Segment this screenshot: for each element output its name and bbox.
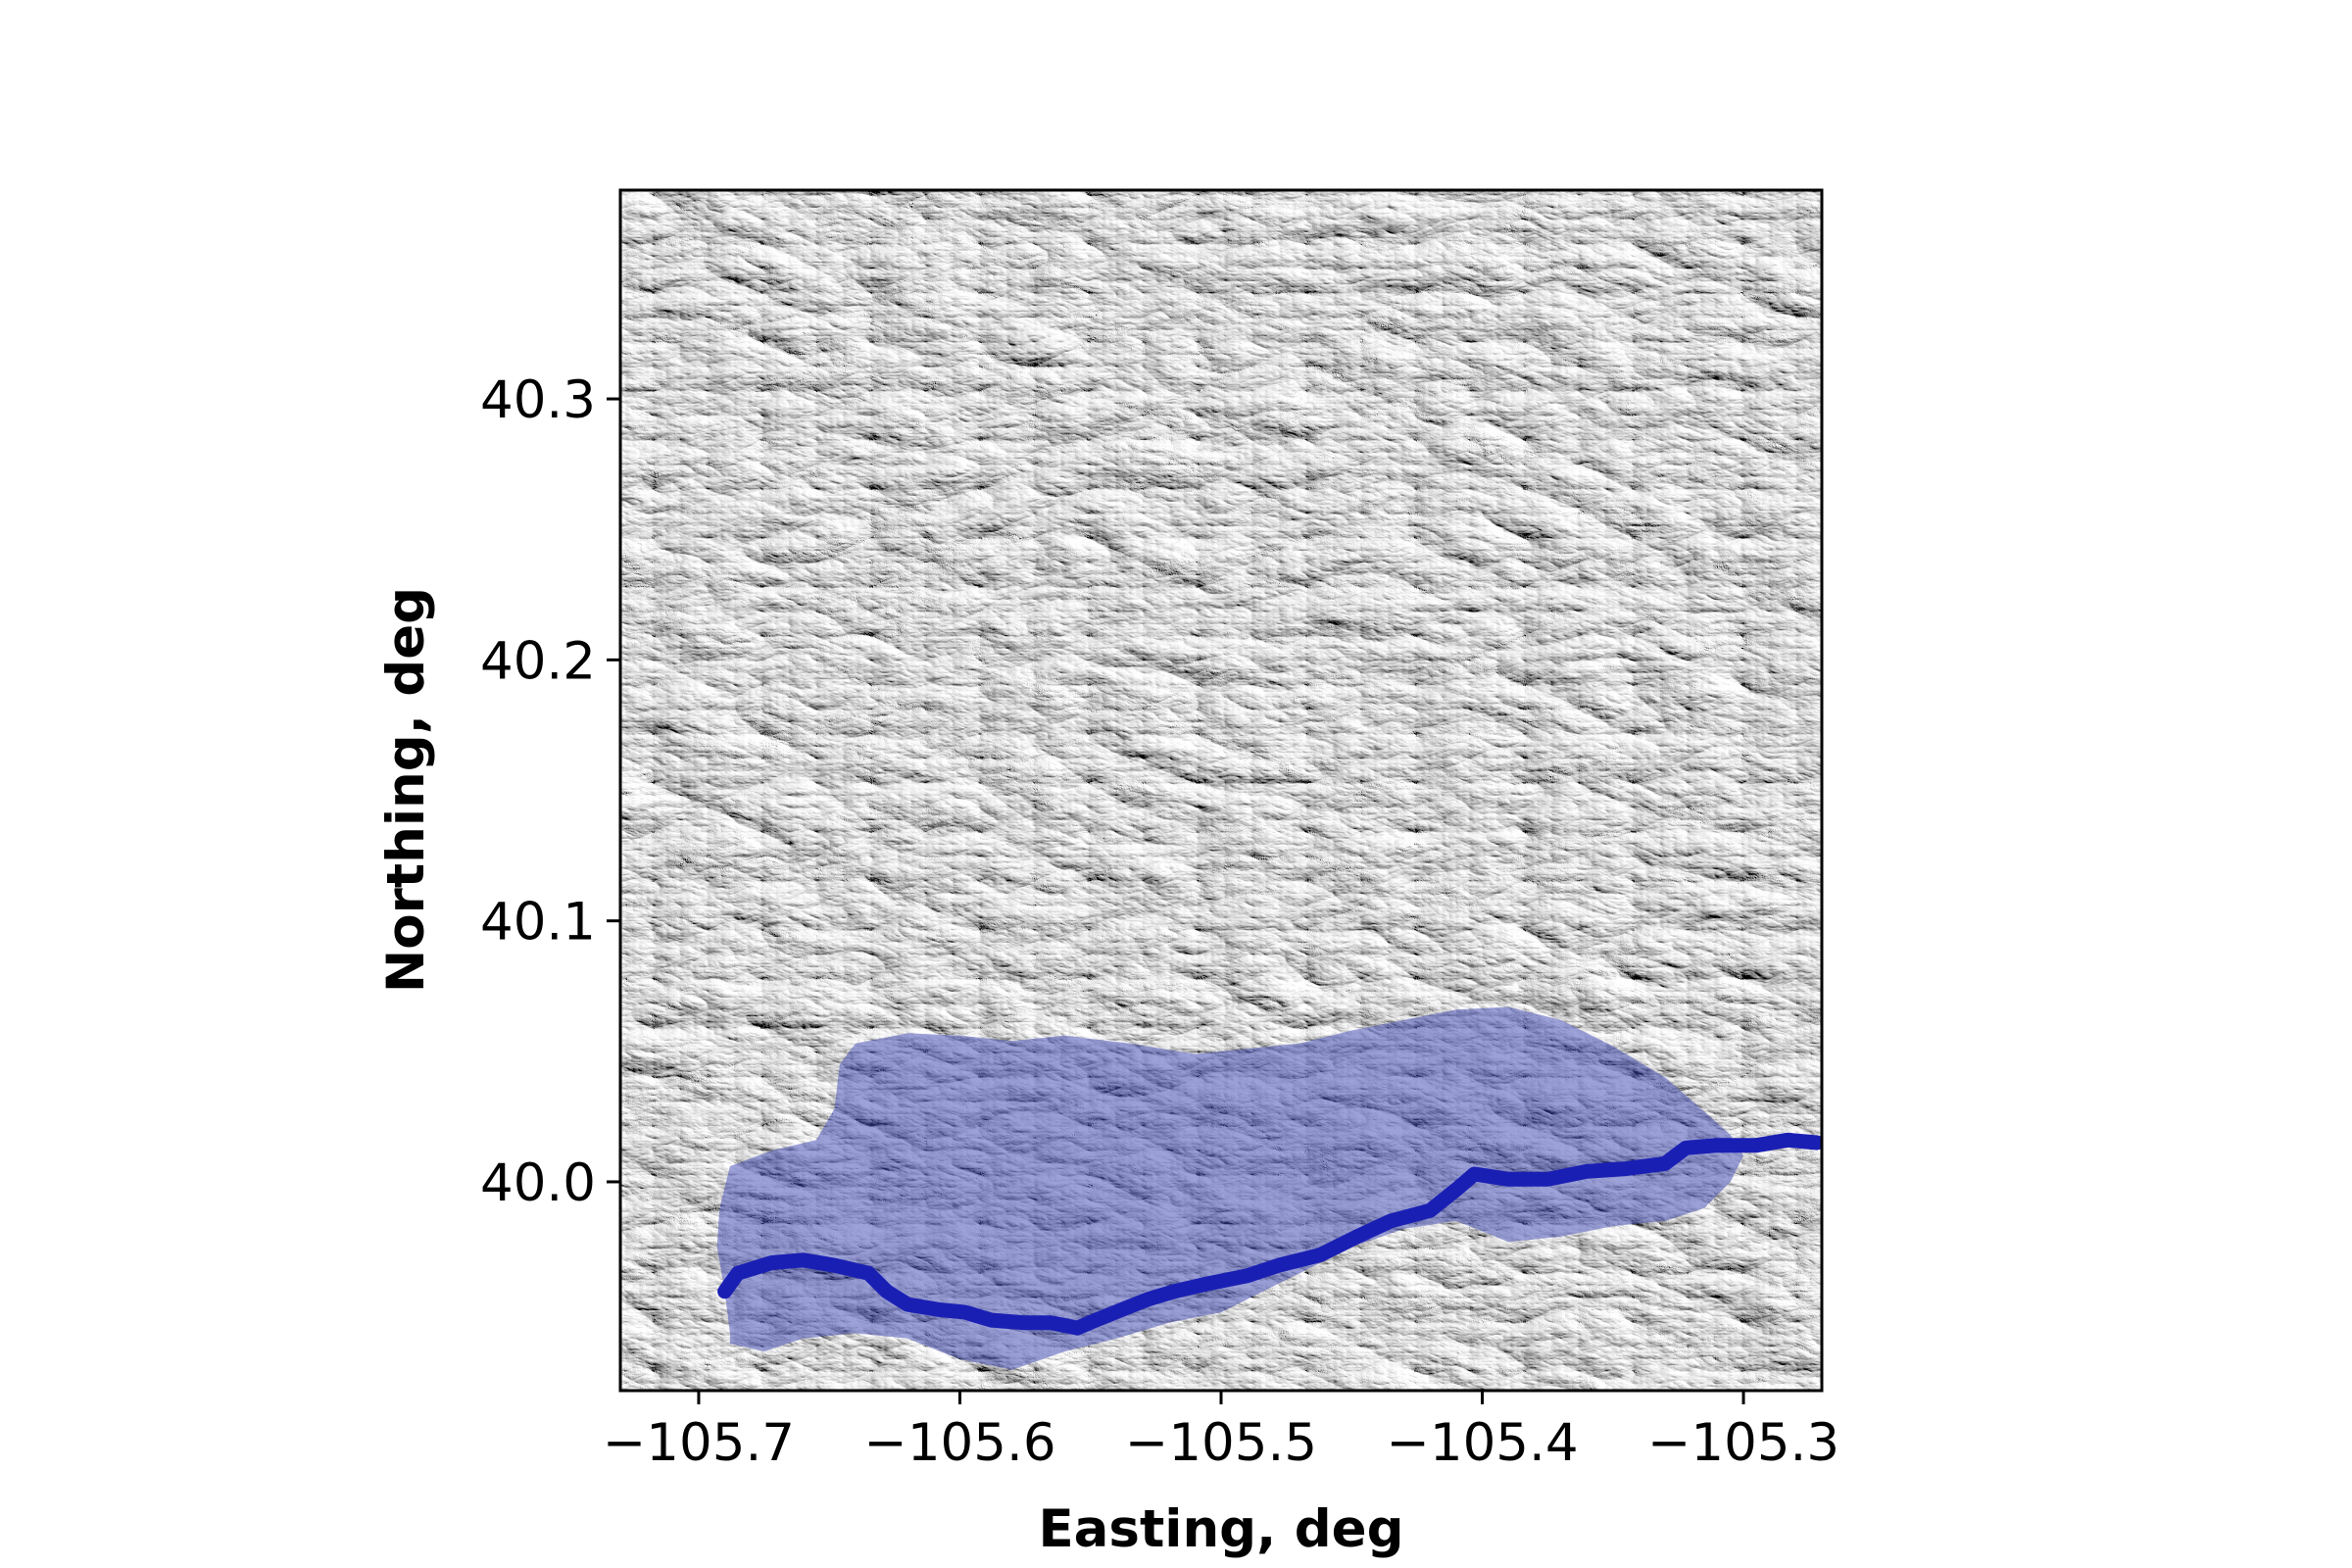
y-axis: 40.0 40.1 40.2 40.3: [480, 370, 620, 1213]
river-line: [717, 1132, 1822, 1336]
y-tick-label: 40.2: [480, 631, 596, 691]
y-tick-label: 40.1: [480, 893, 596, 953]
x-axis: −105.7 −105.6 −105.5 −105.4 −105.3: [603, 1391, 1839, 1473]
x-tick-label: −105.4: [1386, 1413, 1578, 1473]
x-tick-label: −105.7: [603, 1413, 795, 1473]
y-axis-title: Northing, deg: [376, 587, 436, 993]
y-tick-label: 40.3: [480, 370, 596, 430]
y-tick-label: 40.0: [480, 1153, 596, 1213]
watershed-area: [716, 1006, 1743, 1370]
x-axis-title: Easting, deg: [1038, 1499, 1403, 1559]
x-tick-label: −105.5: [1125, 1413, 1317, 1473]
x-tick-label: −105.6: [863, 1413, 1055, 1473]
x-tick-label: −105.3: [1647, 1413, 1839, 1473]
plot-area: [618, 188, 1824, 1393]
